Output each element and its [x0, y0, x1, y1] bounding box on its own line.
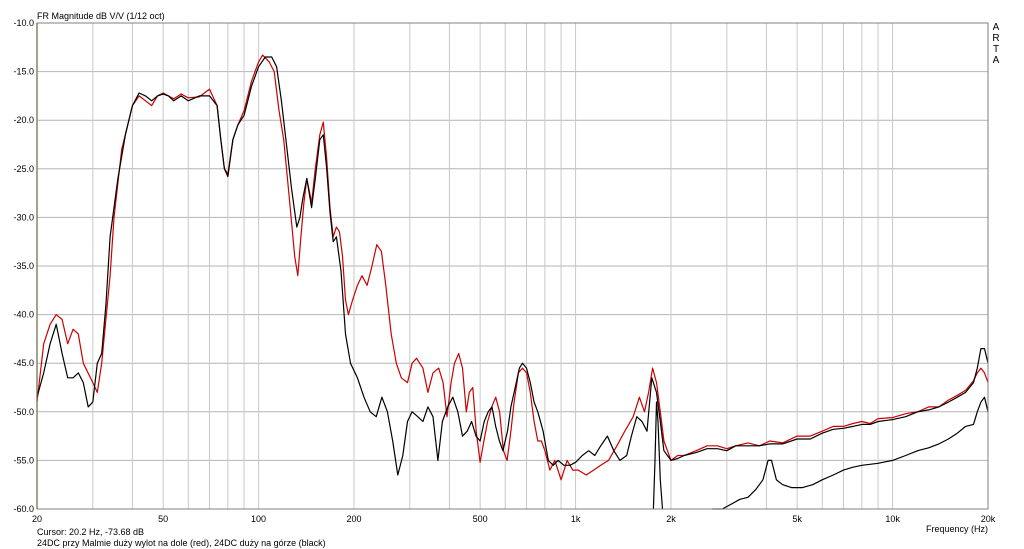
y-tick-label: -45.0 [13, 358, 34, 368]
x-axis-ticks: 20 50 100 200 500 1k 2k 5k 10k 20k [32, 514, 996, 524]
brand-letter: R [992, 33, 1000, 44]
y-tick-label: -50.0 [13, 407, 34, 417]
x-tick-label: 5k [792, 514, 802, 524]
x-tick-label: 10k [885, 514, 900, 524]
y-axis-ticks: -10.0 -15.0 -20.0 -25.0 -30.0 -35.0 -40.0 -45.0… [13, 18, 34, 514]
y-tick-label: -10.0 [13, 18, 34, 28]
plot-area [36, 54, 989, 510]
x-tick-label: 100 [251, 514, 266, 524]
series-line [36, 56, 989, 476]
x-tick-label: 20k [981, 514, 996, 524]
y-tick-label: -15.0 [13, 67, 34, 77]
y-tick-label: -20.0 [13, 115, 34, 125]
series-black [36, 56, 989, 510]
y-tick-label: -35.0 [13, 261, 34, 271]
brand-letter: A [992, 55, 1000, 66]
legend-text: 24DC przy Malmie duży wylot na dole (red… [37, 538, 326, 548]
x-tick-label: 20 [32, 514, 42, 524]
chart-title: FR Magnitude dB V/V (1/12 oct) [37, 11, 165, 21]
plot-frame [36, 22, 989, 510]
cursor-readout: Cursor: 20.2 Hz, -73.68 dB [37, 527, 145, 537]
x-tick-label: 1k [571, 514, 581, 524]
y-tick-label: -40.0 [13, 310, 34, 320]
x-tick-label: 500 [473, 514, 488, 524]
chart-grid [36, 22, 989, 510]
y-tick-label: -55.0 [13, 455, 34, 465]
y-tick-label: -25.0 [13, 164, 34, 174]
y-tick-label: -30.0 [13, 212, 34, 222]
y-tick-label: -60.0 [13, 504, 34, 514]
series-line [36, 54, 989, 481]
x-tick-label: 2k [666, 514, 676, 524]
x-tick-label: 50 [158, 514, 168, 524]
brand-letter: T [992, 44, 1000, 55]
arta-brand-label: A R T A [991, 22, 1001, 66]
x-axis-label: Frequency (Hz) [925, 524, 988, 534]
brand-letter: A [992, 22, 1000, 33]
series-line [652, 401, 664, 510]
series-line [712, 396, 989, 510]
x-tick-label: 200 [346, 514, 361, 524]
series-red [36, 54, 989, 481]
